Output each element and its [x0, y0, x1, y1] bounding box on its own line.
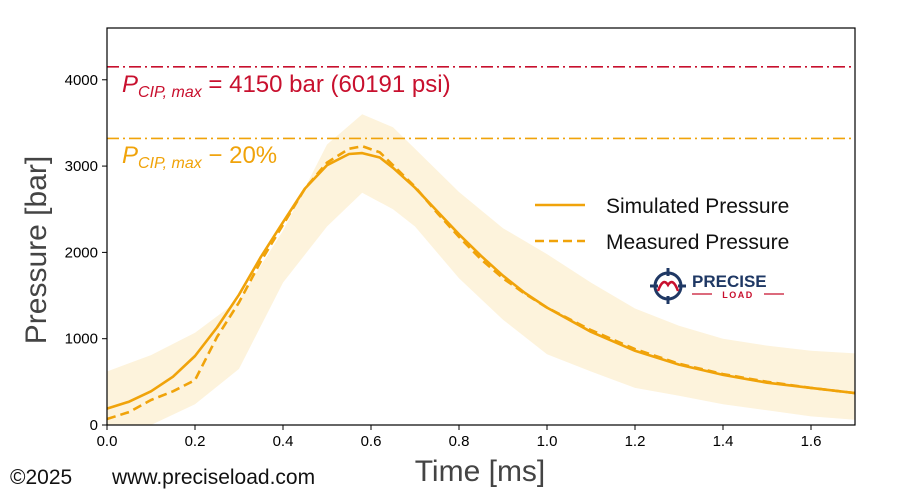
y-tick-label: 4000: [65, 72, 98, 89]
cip-20-label-sub: CIP, max: [138, 155, 203, 172]
legend-measured-label: Measured Pressure: [606, 231, 789, 254]
copyright-text: ©2025: [10, 466, 72, 489]
measured-pressure-line: [107, 144, 855, 421]
logo-word-load: LOAD: [722, 290, 754, 300]
x-tick-label: 0.2: [185, 433, 206, 450]
x-tick-label: 0.4: [273, 433, 294, 450]
logo-word-precise: PRECISE: [692, 272, 767, 291]
cip-max-label-sub: CIP, max: [138, 84, 203, 101]
legend: Simulated Pressure Measured Pressure: [535, 195, 789, 254]
website-text: www.preciseload.com: [111, 466, 315, 489]
legend-simulated-label: Simulated Pressure: [606, 195, 789, 218]
x-tick-label: 1.2: [625, 433, 646, 450]
uncertainty-band: [107, 114, 855, 425]
x-tick-label: 1.0: [537, 433, 558, 450]
cip-max-label-rest: = 4150 bar (60191 psi): [202, 71, 451, 98]
y-tick-label: 0: [90, 417, 98, 434]
cip-20-label-rest: − 20%: [202, 142, 277, 169]
plot-layer: 0.0 0.2 0.4 0.6 0.8 1.0 1.2 1.4 1.6 0 1000 2000 3000…: [65, 27, 856, 450]
cip-max-minus-20-label: PCIP, max − 20%: [122, 142, 277, 172]
cip-20-label-main: P: [122, 142, 138, 169]
precise-load-logo: PRECISE LOAD: [650, 268, 784, 304]
cip-max-label: PCIP, max = 4150 bar (60191 psi): [122, 71, 451, 101]
y-tick-label: 1000: [65, 331, 98, 348]
x-tick-label: 0.6: [361, 433, 382, 450]
cip-max-label-main: P: [122, 71, 138, 98]
plot-frame: [106, 27, 856, 426]
y-axis-title: Pressure [bar]: [20, 156, 53, 344]
x-tick-label: 1.4: [713, 433, 734, 450]
x-tick-label: 0.8: [449, 433, 470, 450]
simulated-pressure-line: [107, 151, 855, 410]
x-tick-label: 0.0: [97, 433, 118, 450]
y-tick-label: 3000: [65, 158, 98, 175]
crosshair-logo-icon: [650, 268, 686, 304]
x-tick-label: 1.6: [801, 433, 822, 450]
x-axis-title: Time [ms]: [415, 455, 546, 488]
y-tick-label: 2000: [65, 244, 98, 261]
